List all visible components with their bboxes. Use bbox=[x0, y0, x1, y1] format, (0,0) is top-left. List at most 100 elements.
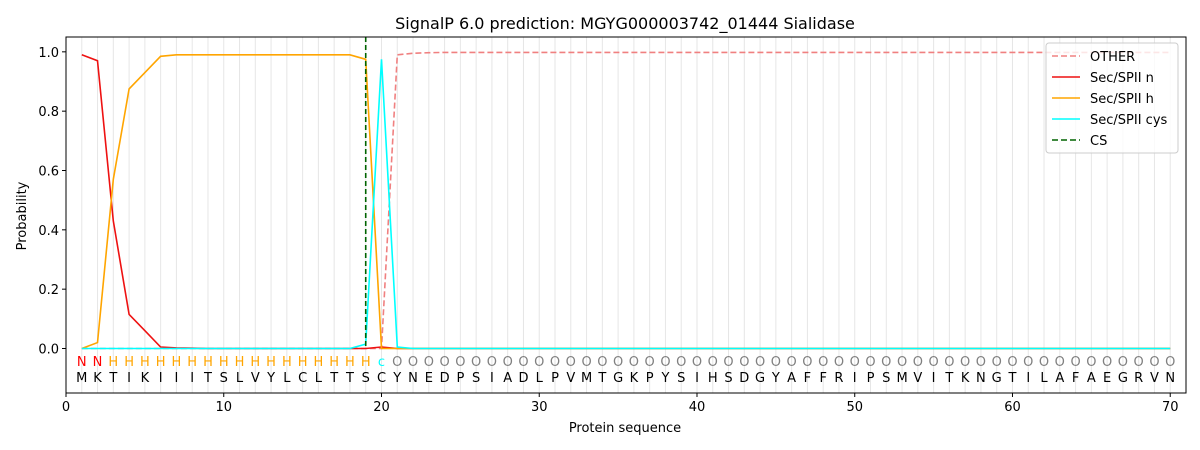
region-label: H bbox=[187, 355, 197, 370]
x-tick-label: 70 bbox=[1162, 400, 1179, 415]
residue-label: T bbox=[108, 371, 117, 386]
y-axis-label: Probability bbox=[15, 181, 30, 250]
residue-label: I bbox=[127, 371, 131, 386]
region-label: O bbox=[439, 355, 449, 370]
region-label: O bbox=[1039, 355, 1049, 370]
residue-label: A bbox=[1055, 371, 1064, 386]
region-label: O bbox=[1070, 355, 1080, 370]
region-label: O bbox=[1149, 355, 1159, 370]
residue-label: N bbox=[1165, 371, 1175, 386]
region-label: H bbox=[361, 355, 371, 370]
region-label: N bbox=[93, 355, 103, 370]
residue-label: T bbox=[203, 371, 212, 386]
residue-label: D bbox=[518, 371, 528, 386]
residue-label: M bbox=[896, 371, 907, 386]
residue-label: P bbox=[867, 371, 875, 386]
residue-label: K bbox=[630, 371, 639, 386]
residue-label: F bbox=[1072, 371, 1079, 386]
region-label: O bbox=[1007, 355, 1017, 370]
residue-label: I bbox=[159, 371, 163, 386]
legend-box bbox=[1045, 42, 1179, 154]
residue-label: N bbox=[976, 371, 986, 386]
residue-label: Y bbox=[266, 371, 275, 386]
x-tick-label: 50 bbox=[846, 400, 863, 415]
region-label: O bbox=[581, 355, 591, 370]
residue-label: A bbox=[503, 371, 512, 386]
region-label: O bbox=[960, 355, 970, 370]
region-label: H bbox=[219, 355, 229, 370]
residue-label: M bbox=[76, 371, 87, 386]
residue-label: F bbox=[819, 371, 826, 386]
region-label: c bbox=[378, 355, 385, 370]
residue-label: C bbox=[377, 371, 386, 386]
region-label: O bbox=[1134, 355, 1144, 370]
region-label: H bbox=[329, 355, 339, 370]
residue-label: V bbox=[566, 371, 575, 386]
chart-title: SignalP 6.0 prediction: MGYG000003742_01… bbox=[395, 14, 855, 34]
residue-label: S bbox=[472, 371, 480, 386]
region-label: O bbox=[597, 355, 607, 370]
region-label: O bbox=[645, 355, 655, 370]
residue-label: V bbox=[1150, 371, 1159, 386]
residue-label: T bbox=[597, 371, 606, 386]
region-label: O bbox=[992, 355, 1002, 370]
residue-label: L bbox=[236, 371, 244, 386]
region-label: O bbox=[818, 355, 828, 370]
region-label: O bbox=[455, 355, 465, 370]
legend-label: Sec/SPII h bbox=[1090, 92, 1154, 107]
residue-label: I bbox=[695, 371, 699, 386]
x-tick-label: 40 bbox=[689, 400, 706, 415]
residue-label: I bbox=[490, 371, 494, 386]
region-label: O bbox=[518, 355, 528, 370]
region-label: H bbox=[108, 355, 118, 370]
series-layer bbox=[81, 37, 1171, 350]
region-label: O bbox=[1165, 355, 1175, 370]
residue-label: Y bbox=[392, 371, 401, 386]
residue-label: I bbox=[932, 371, 936, 386]
residue-label: L bbox=[315, 371, 323, 386]
region-label: H bbox=[172, 355, 182, 370]
residue-label: Y bbox=[660, 371, 669, 386]
region-label: O bbox=[913, 355, 923, 370]
region-label: O bbox=[897, 355, 907, 370]
residue-label: R bbox=[834, 371, 843, 386]
region-label: H bbox=[282, 355, 292, 370]
region-label: O bbox=[534, 355, 544, 370]
y-tick-label: 1.0 bbox=[38, 46, 59, 61]
residue-label: V bbox=[251, 371, 260, 386]
residue-label: I bbox=[190, 371, 194, 386]
residue-label: S bbox=[362, 371, 370, 386]
region-label: O bbox=[881, 355, 891, 370]
y-tick-label: 0.6 bbox=[38, 165, 59, 180]
region-label: O bbox=[850, 355, 860, 370]
residue-label: S bbox=[220, 371, 228, 386]
x-tick-label: 20 bbox=[373, 400, 390, 415]
region-label: N bbox=[77, 355, 87, 370]
residue-label: I bbox=[853, 371, 857, 386]
x-axis-label: Protein sequence bbox=[569, 421, 681, 436]
region-label: H bbox=[140, 355, 150, 370]
region-label: H bbox=[345, 355, 355, 370]
legend: OTHER Sec/SPII n Sec/SPII h Sec/SPII cys CS bbox=[1045, 42, 1179, 154]
x-axis-ticks: 0 10 20 30 40 50 60 70 bbox=[62, 393, 1179, 415]
region-label: H bbox=[124, 355, 134, 370]
region-label: O bbox=[708, 355, 718, 370]
y-tick-label: 0.0 bbox=[38, 343, 59, 358]
region-label: H bbox=[203, 355, 213, 370]
region-label: O bbox=[865, 355, 875, 370]
residue-label: F bbox=[804, 371, 811, 386]
region-label: O bbox=[787, 355, 797, 370]
region-label: O bbox=[660, 355, 670, 370]
sequence-letters: NMNKHTHIHKHIHIHIHTHSHLHVHYHLHCHLHTHTHScC… bbox=[76, 355, 1175, 386]
residue-label: N bbox=[408, 371, 418, 386]
residue-label: T bbox=[944, 371, 953, 386]
x-tick-label: 60 bbox=[1004, 400, 1021, 415]
residue-label: G bbox=[613, 371, 623, 386]
region-label: O bbox=[1023, 355, 1033, 370]
residue-label: L bbox=[1040, 371, 1048, 386]
region-label: O bbox=[739, 355, 749, 370]
region-label: O bbox=[392, 355, 402, 370]
legend-label: CS bbox=[1090, 134, 1107, 149]
region-label: H bbox=[266, 355, 276, 370]
